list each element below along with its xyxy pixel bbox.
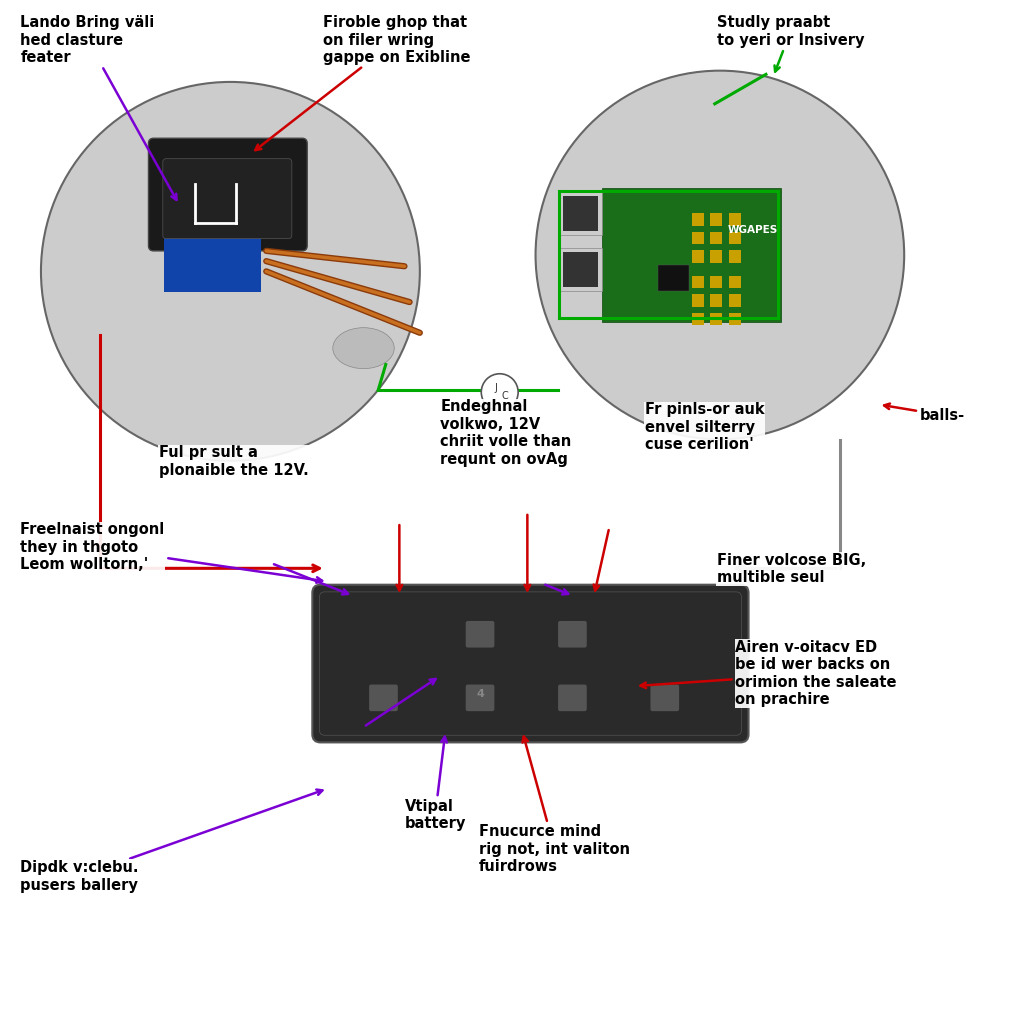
FancyBboxPatch shape — [563, 197, 598, 231]
Bar — [711, 213, 723, 225]
Bar — [692, 313, 705, 326]
Bar — [729, 213, 741, 225]
Text: Airen v-oitacv ED
be id wer backs on
orimion the saleate
on prachire: Airen v-oitacv ED be id wer backs on ori… — [640, 640, 897, 708]
FancyBboxPatch shape — [558, 684, 587, 711]
FancyBboxPatch shape — [148, 138, 307, 251]
FancyBboxPatch shape — [163, 159, 292, 239]
Text: 4: 4 — [476, 689, 484, 698]
FancyBboxPatch shape — [369, 684, 397, 711]
Bar — [711, 276, 723, 289]
Circle shape — [481, 374, 518, 411]
Bar — [692, 231, 705, 244]
Text: Vtipal
battery: Vtipal battery — [404, 736, 466, 831]
Text: Ful pr sult a
plonaible the 12V.: Ful pr sult a plonaible the 12V. — [159, 445, 308, 478]
Text: C: C — [502, 391, 508, 401]
Bar — [692, 250, 705, 262]
Text: balls-: balls- — [884, 403, 965, 423]
FancyBboxPatch shape — [559, 249, 602, 292]
Circle shape — [41, 82, 420, 461]
Text: J: J — [495, 383, 497, 393]
Bar — [729, 231, 741, 244]
Bar — [692, 213, 705, 225]
Text: Studly praabt
to yeri or Insivery: Studly praabt to yeri or Insivery — [717, 15, 864, 72]
Text: Endeghnal
volkwo, 12V
chriit volle than
requnt on ovAg: Endeghnal volkwo, 12V chriit volle than … — [440, 399, 571, 467]
Text: Finer volcose BIG,
multible seul: Finer volcose BIG, multible seul — [717, 553, 866, 586]
Bar — [164, 236, 261, 292]
Bar — [658, 265, 689, 291]
Ellipse shape — [333, 328, 394, 369]
Text: Fnucurce mind
rig not, int valiton
fuirdrows: Fnucurce mind rig not, int valiton fuird… — [479, 736, 630, 874]
FancyBboxPatch shape — [559, 193, 602, 236]
Text: Firoble ghop that
on filer wring
gappe on Exibline: Firoble ghop that on filer wring gappe o… — [255, 15, 470, 151]
Bar — [711, 295, 723, 307]
FancyBboxPatch shape — [650, 684, 679, 711]
Bar — [692, 295, 705, 307]
Bar — [602, 188, 781, 322]
Bar — [711, 231, 723, 244]
Bar — [711, 250, 723, 262]
FancyBboxPatch shape — [558, 621, 587, 647]
Text: Fr pinls-or auk
envel silterry
cuse cerilion': Fr pinls-or auk envel silterry cuse ceri… — [645, 402, 765, 453]
Bar — [729, 250, 741, 262]
Bar — [729, 295, 741, 307]
Bar — [729, 276, 741, 289]
FancyBboxPatch shape — [466, 621, 495, 647]
Circle shape — [536, 71, 904, 439]
Bar — [692, 276, 705, 289]
FancyBboxPatch shape — [312, 585, 749, 742]
Bar — [711, 313, 723, 326]
Text: STALBEAKS: STALBEAKS — [472, 401, 527, 412]
Text: Lando Bring väli
hed clasture
feater: Lando Bring väli hed clasture feater — [20, 15, 176, 200]
Text: WGAPES: WGAPES — [727, 225, 778, 236]
Text: Freelnaist ongonl
they in thgoto
Leom wolltorn,': Freelnaist ongonl they in thgoto Leom wo… — [20, 522, 323, 583]
Text: Dipdk v:clebu.
pusers ballery: Dipdk v:clebu. pusers ballery — [20, 790, 323, 893]
Bar — [729, 313, 741, 326]
FancyBboxPatch shape — [563, 253, 598, 288]
FancyBboxPatch shape — [466, 684, 495, 711]
